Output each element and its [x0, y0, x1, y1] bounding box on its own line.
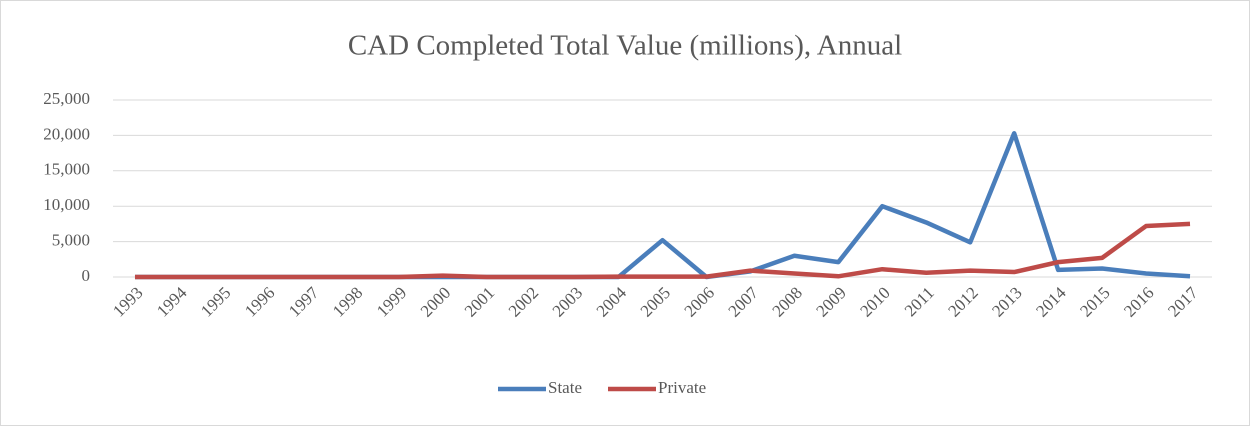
y-tick-label: 0	[82, 266, 91, 285]
y-tick-label: 20,000	[43, 124, 90, 143]
legend-label: State	[548, 378, 582, 397]
chart-title: CAD Completed Total Value (millions), An…	[348, 30, 902, 62]
y-tick-label: 5,000	[52, 231, 90, 250]
legend-label: Private	[658, 378, 706, 397]
y-tick-label: 15,000	[43, 160, 90, 179]
y-tick-label: 25,000	[43, 89, 90, 108]
y-tick-label: 10,000	[43, 195, 90, 214]
series-line	[134, 221, 1191, 280]
